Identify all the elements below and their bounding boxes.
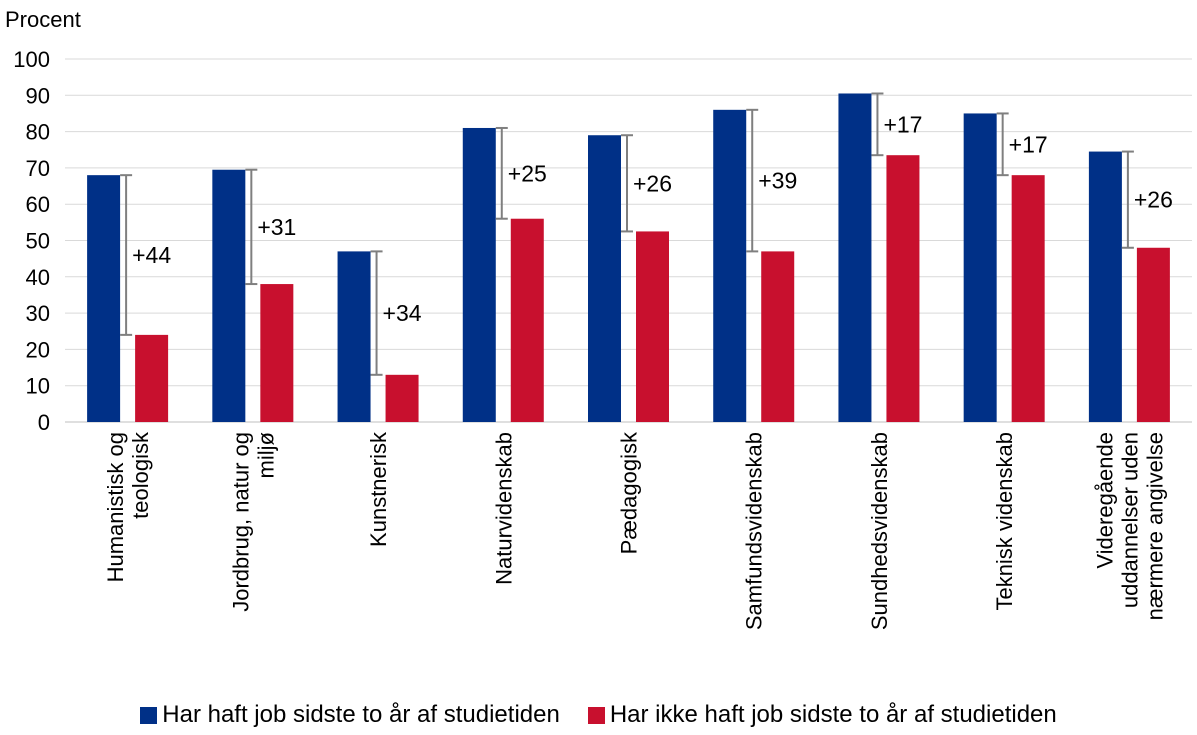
- difference-label: +26: [1134, 187, 1173, 213]
- difference-label: +26: [633, 170, 672, 196]
- x-tick-label-line: Pædagogisk: [617, 431, 642, 554]
- difference-label: +44: [132, 242, 171, 268]
- difference-indicators: +44 +31 +34 +25 +26 +39 +17 +17 +26: [120, 92, 1173, 376]
- x-tick-label: Videregående uddannelser uden nærmere angi…: [1092, 432, 1167, 620]
- difference-label: +31: [257, 214, 296, 240]
- legend-swatch-no-job: [587, 706, 605, 724]
- bar-job: [1088, 151, 1122, 422]
- bar-no-job: [886, 155, 920, 422]
- x-tick-label-line: Humanistisk og: [103, 432, 128, 582]
- gridlines: [65, 58, 1192, 423]
- y-axis-tick-labels: 0 10 20 30 40 50 60 70 80 90 100: [13, 47, 50, 435]
- legend-label-no-job: Har ikke haft job sidste to år af studie…: [609, 701, 1057, 728]
- bar-job: [963, 113, 997, 422]
- y-tick-label: 40: [26, 265, 50, 290]
- legend-label-job: Har haft job sidste to år af studietiden: [162, 701, 560, 728]
- bar-no-job: [135, 334, 169, 422]
- bar-no-job: [636, 231, 669, 422]
- bars: [87, 93, 1170, 423]
- x-tick-label-line: Naturvidenskab: [491, 432, 516, 585]
- difference-label: +34: [383, 300, 422, 326]
- y-tick-label: 100: [13, 47, 50, 72]
- x-tick-label-line: Kunstnerisk: [366, 431, 391, 547]
- y-tick-label: 50: [26, 229, 50, 254]
- x-tick-label-line: Jordbrug, natur og: [228, 432, 253, 612]
- y-tick-label: 60: [26, 192, 50, 217]
- x-axis-category-labels: Humanistisk og teologisk Jordbrug, natur o…: [103, 431, 1167, 630]
- x-tick-label-line: Teknisk videnskab: [992, 432, 1017, 611]
- x-tick-label: Samfundsvidenskab: [742, 432, 767, 630]
- y-tick-label: 20: [26, 337, 50, 362]
- bar-job: [212, 169, 246, 422]
- x-tick-label-line: Samfundsvidenskab: [742, 432, 767, 630]
- x-tick-label: Pædagogisk: [617, 431, 642, 554]
- x-tick-label: Teknisk videnskab: [992, 432, 1017, 611]
- x-tick-label-line: nærmere angivelse: [1142, 432, 1167, 620]
- bar-job: [87, 175, 121, 422]
- bar-no-job: [761, 251, 795, 422]
- legend-item-job: Har haft job sidste to år af studietiden: [140, 701, 560, 729]
- y-tick-label: 10: [26, 374, 50, 399]
- difference-label: +25: [508, 160, 547, 186]
- bar-no-job: [385, 374, 419, 422]
- x-tick-label: Humanistisk og teologisk: [103, 431, 153, 582]
- bar-chart: Procent 0 10 20 30 40 50 60 70 80 90 100 +44 +31 +34…: [5, 7, 1192, 630]
- legend-swatch-job: [140, 706, 158, 724]
- y-axis-title: Procent: [5, 7, 81, 32]
- y-tick-label: 90: [26, 83, 50, 108]
- x-tick-label: Sundhedsvidenskab: [867, 432, 892, 630]
- legend-item-no-job: Har ikke haft job sidste to år af studie…: [587, 701, 1057, 729]
- bar-job: [462, 127, 496, 422]
- bar-no-job: [260, 284, 294, 422]
- x-tick-label-line: miljø: [253, 432, 278, 478]
- x-tick-label: Kunstnerisk: [366, 431, 391, 547]
- difference-label: +39: [758, 168, 797, 194]
- bar-job: [838, 93, 872, 423]
- x-tick-label-line: uddannelser uden: [1117, 432, 1142, 608]
- bar-no-job: [1136, 247, 1170, 422]
- y-tick-label: 70: [26, 156, 50, 181]
- legend: Har haft job sidste to år af studietiden…: [0, 700, 1197, 730]
- bar-no-job: [510, 218, 544, 422]
- difference-label: +17: [1009, 131, 1048, 157]
- x-tick-label: Naturvidenskab: [491, 432, 516, 585]
- x-tick-label-line: teologisk: [128, 431, 153, 519]
- bar-job: [713, 109, 747, 422]
- x-tick-label: Jordbrug, natur og miljø: [228, 432, 278, 612]
- bar-job: [588, 135, 621, 423]
- y-tick-label: 0: [38, 410, 50, 435]
- y-tick-label: 80: [26, 120, 50, 145]
- y-tick-label: 30: [26, 301, 50, 326]
- bar-no-job: [1011, 175, 1045, 422]
- x-tick-label-line: Videregående: [1092, 432, 1117, 569]
- difference-label: +17: [883, 111, 922, 137]
- x-tick-label-line: Sundhedsvidenskab: [867, 432, 892, 630]
- bar-job: [337, 251, 371, 422]
